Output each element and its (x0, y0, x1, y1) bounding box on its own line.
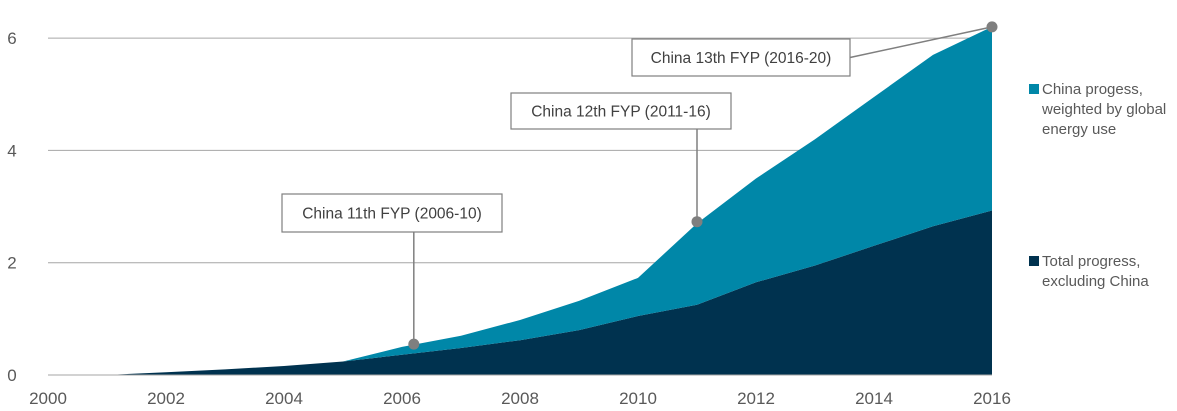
annotation-marker (408, 338, 420, 350)
x-tick-label: 2006 (383, 389, 421, 408)
area-series-2 (48, 26, 992, 376)
annotation-box (510, 92, 732, 130)
x-tick-label: 2016 (973, 389, 1011, 408)
annotation-leader-line (849, 26, 993, 59)
x-tick-label: 2014 (855, 389, 893, 408)
x-tick-label: 2008 (501, 389, 539, 408)
annotation-marker (986, 21, 998, 33)
x-tick-label: 2000 (29, 389, 67, 408)
y-tick-label: 6 (7, 29, 16, 48)
y-tick-label: 4 (7, 141, 16, 160)
legend-swatch (1029, 84, 1039, 94)
legend-label: Total progress, excluding China (1042, 253, 1149, 290)
legend: China progess, weighted by global energy u… (1029, 81, 1166, 290)
annotation-label: China 11th FYP (2006-10) (302, 206, 482, 223)
legend-swatch (1029, 256, 1039, 266)
legend-label: China progess, weighted by global energy u… (1041, 81, 1166, 138)
area-series-1 (48, 210, 992, 375)
annotation-box (631, 38, 851, 77)
annotations: China 11th FYP (2006-10) China 12th FYP (… (281, 21, 998, 350)
annotation-marker (691, 216, 703, 228)
x-tick-label: 2012 (737, 389, 775, 408)
annotation-box (281, 193, 503, 233)
y-tick-label: 0 (7, 366, 16, 385)
annotation-label: China 12th FYP (2011-16) (531, 104, 711, 121)
x-tick-label: 2004 (265, 389, 303, 408)
y-tick-label: 2 (7, 254, 16, 273)
axes: 2000 2002 2004 2006 2008 2010 2012 2014 2016 (29, 374, 1011, 408)
annotation-label: China 13th FYP (2016-20) (651, 50, 832, 67)
x-tick-label: 2002 (147, 389, 185, 408)
x-tick-label: 2010 (619, 389, 657, 408)
area-series (48, 26, 992, 376)
